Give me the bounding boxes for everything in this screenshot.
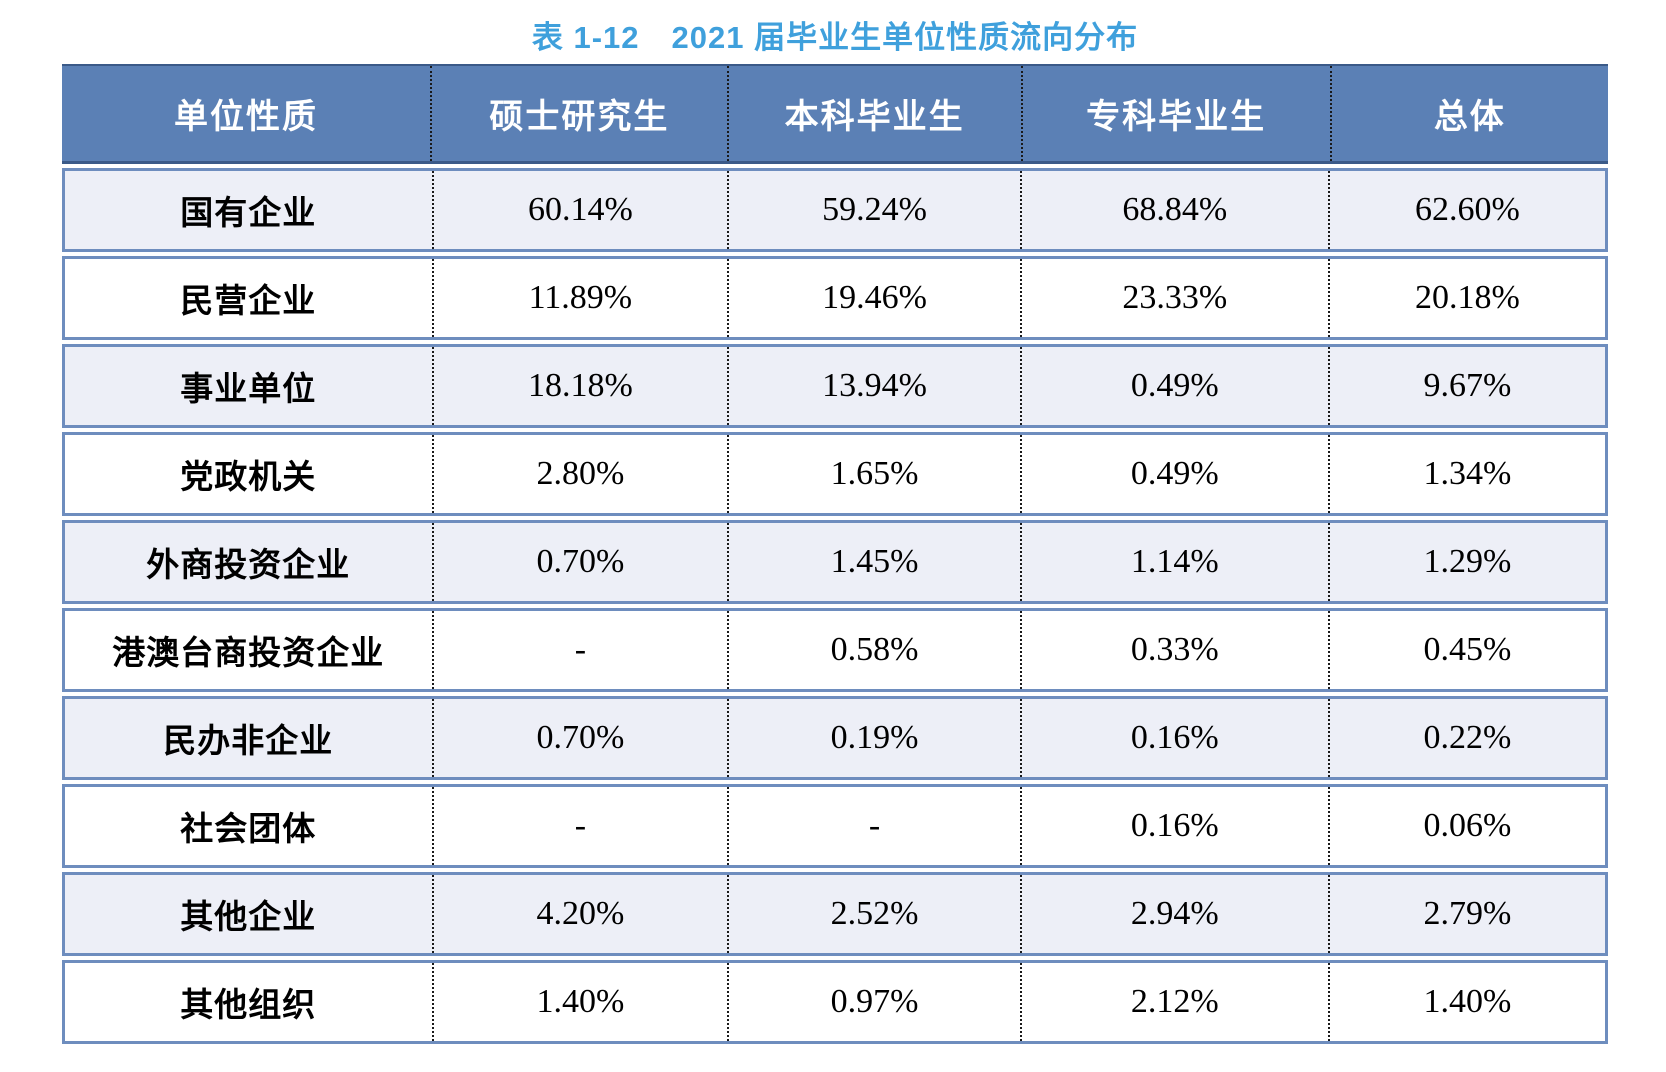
cell-value-master: - bbox=[431, 611, 728, 689]
cell-value-master: 18.18% bbox=[431, 347, 728, 425]
cell-value-college: 0.33% bbox=[1019, 611, 1328, 689]
row-label: 港澳台商投资企业 bbox=[112, 634, 385, 671]
table-row: 社会团体 - - 0.16% 0.06% bbox=[62, 784, 1608, 868]
cell-value-master: 60.14% bbox=[431, 171, 728, 249]
cell-value-college: 0.16% bbox=[1019, 699, 1328, 777]
column-header: 专科毕业生 bbox=[1020, 66, 1330, 161]
table-row: 外商投资企业 0.70% 1.45% 1.14% 1.29% bbox=[62, 520, 1608, 604]
row-label: 其他组织 bbox=[180, 986, 317, 1023]
cell-value-total: 9.67% bbox=[1327, 347, 1605, 425]
table-row: 其他企业 4.20% 2.52% 2.94% 2.79% bbox=[62, 872, 1608, 956]
table-caption: 表 1-12 2021 届毕业生单位性质流向分布 bbox=[531, 20, 1139, 55]
table-body: 国有企业 60.14% 59.24% 68.84% 62.60% 民营企业 11… bbox=[62, 168, 1608, 1044]
cell-value-college: 0.16% bbox=[1019, 787, 1328, 865]
cell-value-bachelor: 19.46% bbox=[727, 259, 1020, 337]
cell-value-bachelor: 59.24% bbox=[727, 171, 1020, 249]
cell-value-master: 4.20% bbox=[431, 875, 728, 953]
cell-value-college: 68.84% bbox=[1019, 171, 1328, 249]
cell-value-master: 1.40% bbox=[431, 963, 728, 1041]
cell-value-total: 1.40% bbox=[1327, 963, 1605, 1041]
cell-value-master: 0.70% bbox=[431, 523, 728, 601]
cell-value-total: 0.45% bbox=[1327, 611, 1605, 689]
column-header: 硕士研究生 bbox=[429, 66, 727, 161]
row-label: 民办非企业 bbox=[163, 722, 334, 759]
cell-value-bachelor: - bbox=[727, 787, 1020, 865]
row-label: 国有企业 bbox=[180, 194, 317, 231]
row-label: 党政机关 bbox=[180, 458, 317, 495]
table-row: 其他组织 1.40% 0.97% 2.12% 1.40% bbox=[62, 960, 1608, 1044]
table-row: 国有企业 60.14% 59.24% 68.84% 62.60% bbox=[62, 168, 1608, 252]
cell-value-total: 0.22% bbox=[1327, 699, 1605, 777]
cell-value-bachelor: 1.45% bbox=[727, 523, 1020, 601]
row-label: 民营企业 bbox=[180, 282, 317, 319]
cell-value-bachelor: 1.65% bbox=[727, 435, 1020, 513]
row-label: 社会团体 bbox=[180, 810, 317, 847]
cell-value-total: 2.79% bbox=[1327, 875, 1605, 953]
cell-value-bachelor: 0.58% bbox=[727, 611, 1020, 689]
table-row: 民办非企业 0.70% 0.19% 0.16% 0.22% bbox=[62, 696, 1608, 780]
row-label: 外商投资企业 bbox=[146, 546, 351, 583]
table-row: 民营企业 11.89% 19.46% 23.33% 20.18% bbox=[62, 256, 1608, 340]
table-row: 港澳台商投资企业 - 0.58% 0.33% 0.45% bbox=[62, 608, 1608, 692]
cell-value-total: 62.60% bbox=[1327, 171, 1605, 249]
cell-value-bachelor: 0.97% bbox=[727, 963, 1020, 1041]
cell-value-bachelor: 13.94% bbox=[727, 347, 1020, 425]
table-row: 党政机关 2.80% 1.65% 0.49% 1.34% bbox=[62, 432, 1608, 516]
cell-value-master: - bbox=[431, 787, 728, 865]
cell-value-master: 2.80% bbox=[431, 435, 728, 513]
cell-value-total: 0.06% bbox=[1327, 787, 1605, 865]
row-label: 事业单位 bbox=[180, 370, 317, 407]
cell-value-bachelor: 0.19% bbox=[727, 699, 1020, 777]
cell-value-master: 11.89% bbox=[431, 259, 728, 337]
cell-value-master: 0.70% bbox=[431, 699, 728, 777]
cell-value-total: 1.34% bbox=[1327, 435, 1605, 513]
cell-value-college: 2.94% bbox=[1019, 875, 1328, 953]
cell-value-total: 20.18% bbox=[1327, 259, 1605, 337]
cell-value-bachelor: 2.52% bbox=[727, 875, 1020, 953]
cell-value-college: 23.33% bbox=[1019, 259, 1328, 337]
table-header-row: 单位性质 硕士研究生 本科毕业生 专科毕业生 总体 bbox=[62, 64, 1608, 164]
column-header: 单位性质 bbox=[173, 98, 318, 136]
cell-value-college: 1.14% bbox=[1019, 523, 1328, 601]
column-header: 总体 bbox=[1329, 66, 1608, 161]
data-table: 单位性质 硕士研究生 本科毕业生 专科毕业生 总体 国有企业 60.14% 59.24%… bbox=[62, 64, 1608, 1044]
table-row: 事业单位 18.18% 13.94% 0.49% 9.67% bbox=[62, 344, 1608, 428]
cell-value-college: 0.49% bbox=[1019, 347, 1328, 425]
cell-value-college: 2.12% bbox=[1019, 963, 1328, 1041]
row-label: 其他企业 bbox=[180, 898, 317, 935]
cell-value-college: 0.49% bbox=[1019, 435, 1328, 513]
column-header: 本科毕业生 bbox=[726, 66, 1021, 161]
cell-value-total: 1.29% bbox=[1327, 523, 1605, 601]
